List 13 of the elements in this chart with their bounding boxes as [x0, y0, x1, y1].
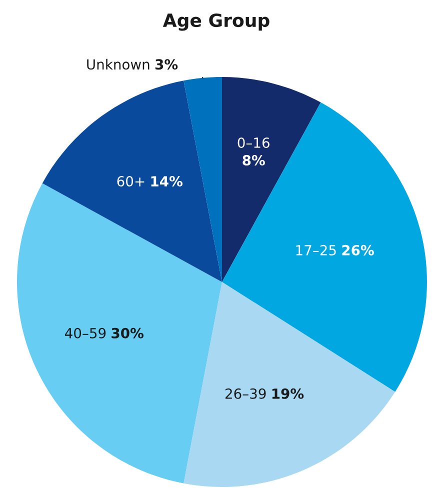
chart-title: Age Group: [162, 13, 270, 31]
data-label: 14%: [151, 176, 183, 187]
slice-label: 26–39: [225, 388, 266, 399]
data-label: 30%: [112, 328, 144, 338]
slice-label: 17–25: [296, 244, 336, 256]
slice-label: 40–59: [64, 328, 106, 338]
slice-label: 60+: [117, 176, 144, 187]
data-label: 8%: [242, 155, 265, 166]
slice-label: 0–16: [238, 137, 270, 148]
data-label: 19%: [272, 388, 304, 399]
data-label: 26%: [342, 244, 374, 256]
slice-label: Unknown: [87, 58, 150, 70]
data-label: 3%: [155, 59, 178, 70]
